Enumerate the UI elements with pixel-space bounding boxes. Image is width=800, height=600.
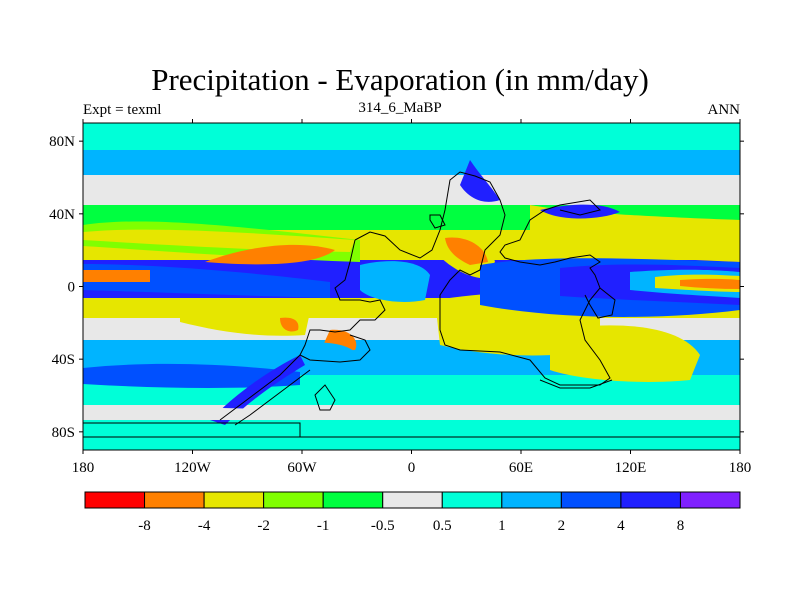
coastline-segment <box>429 214 446 229</box>
field-feature <box>210 355 305 425</box>
colorbar-swatch <box>620 491 681 509</box>
coastline <box>83 171 740 438</box>
field-feature <box>83 363 300 388</box>
colorbar: -8 -4 -2 -1 -0.5 0.5 1 2 4 8 <box>84 491 741 534</box>
zonal-band <box>83 150 740 175</box>
colorbar-swatch <box>84 491 146 509</box>
plot-title: Precipitation - Evaporation (in mm/day) <box>151 62 649 97</box>
lat-tick-label: 80N <box>49 134 75 150</box>
coastline-segment <box>234 369 311 426</box>
colorbar-swatch <box>322 491 384 509</box>
colorbar-label: -1 <box>317 518 330 534</box>
field-feature <box>530 205 740 262</box>
lon-tick-label: 120W <box>174 460 212 476</box>
lon-tick-label: 180 <box>72 460 95 476</box>
coastline-segment <box>539 379 613 389</box>
colorbar-swatch <box>560 491 622 509</box>
lon-tick-label: 180 <box>729 460 752 476</box>
lon-tick-label: 120E <box>615 460 647 476</box>
map-axes: 80N 40N 0 40S 80S 180 120W 60W 0 60E 120E 180 <box>49 119 751 476</box>
coastline-segment <box>219 354 301 421</box>
lon-tick-label: 60W <box>287 460 317 476</box>
field-feature <box>680 278 740 289</box>
colorbar-swatch <box>203 491 265 509</box>
colorbar-swatch <box>441 491 503 509</box>
field-feature <box>460 160 500 202</box>
coastline-segment <box>314 384 336 411</box>
field-feature <box>205 244 335 265</box>
field-feature <box>300 342 355 359</box>
season-label: ANN <box>707 102 741 118</box>
field-feature <box>180 299 310 336</box>
field-feature <box>540 204 620 219</box>
colorbar-swatch <box>501 491 562 509</box>
lon-tick-label: 0 <box>408 460 416 476</box>
colorbar-label: 0.5 <box>433 518 452 534</box>
colorbar-label: 2 <box>558 518 566 534</box>
coastline-segment <box>83 422 740 438</box>
zonal-band <box>83 175 740 205</box>
lat-tick-label: 40S <box>52 352 75 368</box>
lat-tick-label: 40N <box>49 207 75 223</box>
colorbar-swatch <box>144 491 205 509</box>
field-feature <box>360 261 430 302</box>
experiment-label: Expt = texml <box>83 102 162 118</box>
colorbar-label: 1 <box>498 518 506 534</box>
colorbar-label: -0.5 <box>371 518 395 534</box>
colorbar-label: 8 <box>677 518 685 534</box>
coastline-segment <box>354 171 611 386</box>
field-feature <box>445 237 488 265</box>
field-feature <box>550 325 700 382</box>
colorbar-label: -4 <box>198 518 211 534</box>
lon-tick-label: 60E <box>509 460 533 476</box>
field-feature <box>280 317 299 332</box>
colorbar-label: -8 <box>138 518 151 534</box>
field-feature <box>83 407 330 420</box>
coastline-segment <box>584 287 616 319</box>
colorbar-swatch <box>382 491 443 509</box>
colorbar-swatch <box>679 491 741 509</box>
coastline-segment <box>299 239 386 363</box>
pme-field <box>83 123 740 450</box>
lat-tick-label: 80S <box>52 425 75 441</box>
colorbar-swatch <box>263 491 324 509</box>
colorbar-label: -2 <box>257 518 270 534</box>
field-feature <box>83 270 150 282</box>
lat-tick-label: 0 <box>68 280 76 296</box>
run-label: 314_6_MaBP <box>358 100 442 116</box>
colorbar-label: 4 <box>617 518 625 534</box>
